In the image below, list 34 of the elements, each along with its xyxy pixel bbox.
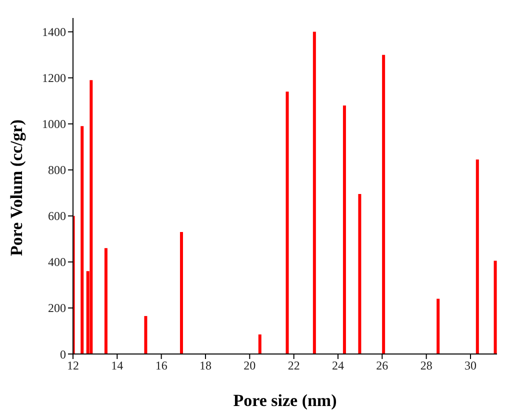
x-tick-label: 20: [244, 358, 256, 373]
bar: [476, 160, 479, 354]
bar: [342, 105, 346, 354]
y-tick-label: 800: [48, 163, 66, 178]
y-tick-label: 600: [48, 209, 66, 224]
x-axis-title: Pore size (nm): [233, 391, 337, 410]
bar: [436, 298, 440, 354]
bar: [286, 92, 289, 354]
bar: [80, 126, 84, 354]
y-axis-title: Pore Volum (cc/gr): [7, 119, 26, 256]
x-tick-label: 30: [464, 358, 476, 373]
y-tick-label: 200: [48, 301, 66, 316]
x-tick-label: 12: [67, 358, 79, 373]
bar: [382, 54, 386, 354]
x-tick-label: 22: [288, 358, 300, 373]
bar: [358, 194, 362, 354]
x-tick-label: 16: [155, 358, 168, 373]
bar: [312, 32, 316, 354]
y-tick-label: 0: [60, 347, 66, 362]
x-tick-label: 26: [376, 358, 388, 373]
x-tick-label: 24: [332, 358, 344, 373]
bar: [494, 260, 497, 354]
y-tick-label: 1000: [42, 117, 66, 132]
x-tick-label: 28: [420, 358, 432, 373]
bar: [180, 232, 183, 354]
x-tick-label: 14: [111, 358, 124, 373]
x-tick-label: 18: [200, 358, 212, 373]
y-tick-label: 400: [48, 255, 66, 270]
bar: [144, 316, 148, 354]
bar: [258, 334, 262, 354]
y-tick-label: 1200: [42, 71, 66, 86]
bar: [90, 80, 93, 354]
y-tick-label: 1400: [42, 25, 66, 40]
bar: [104, 248, 108, 354]
